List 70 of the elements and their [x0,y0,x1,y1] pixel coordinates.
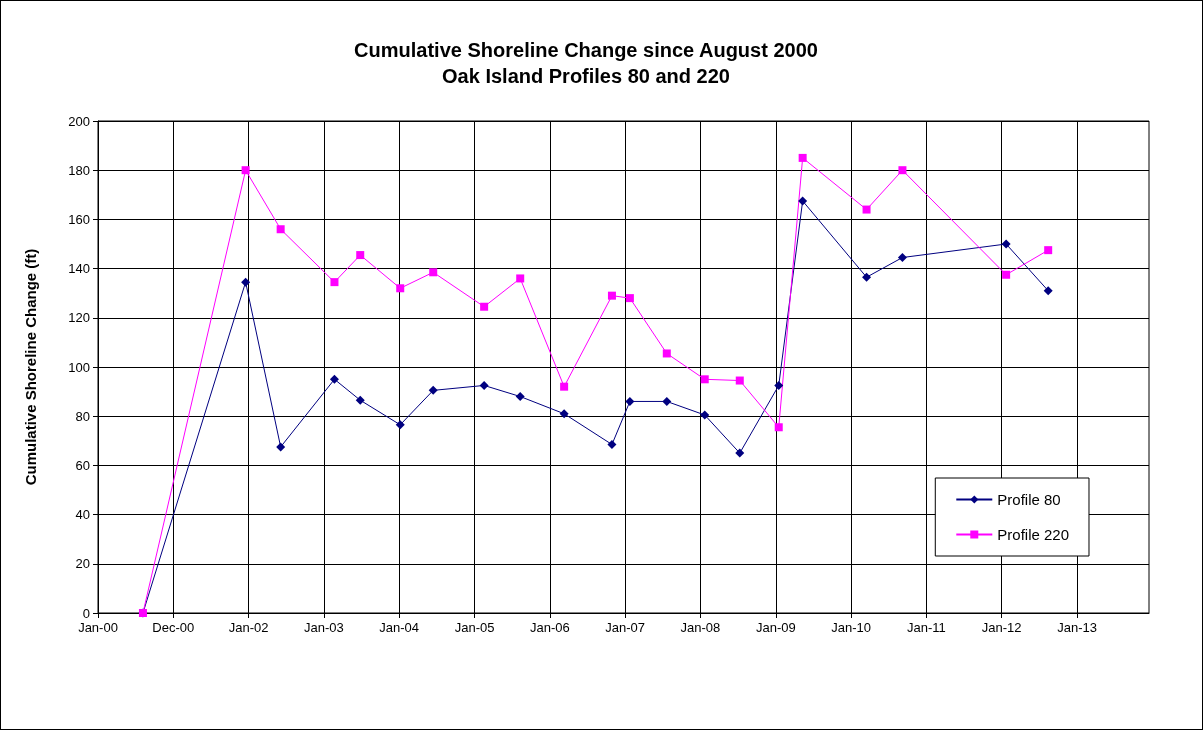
point [1044,246,1053,255]
point [479,380,489,390]
point [662,349,671,358]
point [330,278,339,287]
point [774,423,783,432]
x-tick-label: Jan-02 [228,620,269,635]
point [798,153,807,162]
point [898,166,907,175]
point [276,225,285,234]
point [241,277,251,287]
point [735,448,745,458]
point [862,205,871,214]
point [560,382,569,391]
x-tick-label: Jan-08 [680,620,721,635]
x-tick-label: Jan-03 [304,620,344,635]
point [355,395,365,405]
point [862,272,872,282]
x-tick-label: Dec-00 [152,620,195,635]
point [396,284,405,293]
point [774,380,784,390]
x-tick-label: Jan-11 [906,620,946,635]
point [897,253,907,263]
point [1043,286,1053,296]
point [662,396,672,406]
point [516,274,525,283]
point [1002,270,1011,279]
y-tick-label: 40 [75,507,90,523]
point [700,375,709,384]
point [276,442,286,452]
point [798,196,808,206]
y-tick-label: 120 [68,310,90,326]
y-tick-label: 80 [75,408,90,424]
point [429,268,438,277]
point [735,376,744,385]
x-tick-label: Jan-10 [831,620,871,635]
point [700,410,710,420]
x-tick-label: Jan-07 [605,620,646,635]
point [515,392,525,402]
x-tick-label: Jan-06 [530,620,570,635]
x-tick-label: Jan-12 [981,620,1022,635]
point [625,396,635,406]
point [625,294,634,303]
y-tick-label: 200 [68,113,90,129]
point [241,166,250,175]
point [607,439,617,449]
y-tick-label: 140 [68,261,90,277]
x-tick-label: Jan-13 [1057,620,1097,635]
legend-label: Profile 80 [997,491,1061,508]
point [428,385,438,395]
legend-label: Profile 220 [997,526,1070,543]
point [395,420,405,430]
point [356,251,365,260]
chart-title: Cumulative Shoreline Change since August 2000 [354,39,818,61]
x-tick-label: Jan-05 [454,620,495,635]
point [607,291,616,300]
y-tick-label: 0 [82,605,90,621]
point [559,409,569,419]
point [329,374,339,384]
chart-subtitle: Oak Island Profiles 80 and 220 [442,65,730,87]
x-tick-label: Jan-09 [755,620,796,635]
x-tick-label: Jan-04 [379,620,420,635]
point [480,302,489,311]
y-tick-label: 100 [68,359,90,375]
y-tick-label: 20 [75,556,90,572]
x-tick-label: Jan-00 [78,620,118,635]
y-tick-label: 160 [68,211,90,227]
point [1001,239,1011,249]
y-tick-label: 60 [75,457,90,473]
y-axis-title: Cumulative Shoreline Change (ft) [22,248,39,486]
y-tick-label: 180 [68,162,90,178]
